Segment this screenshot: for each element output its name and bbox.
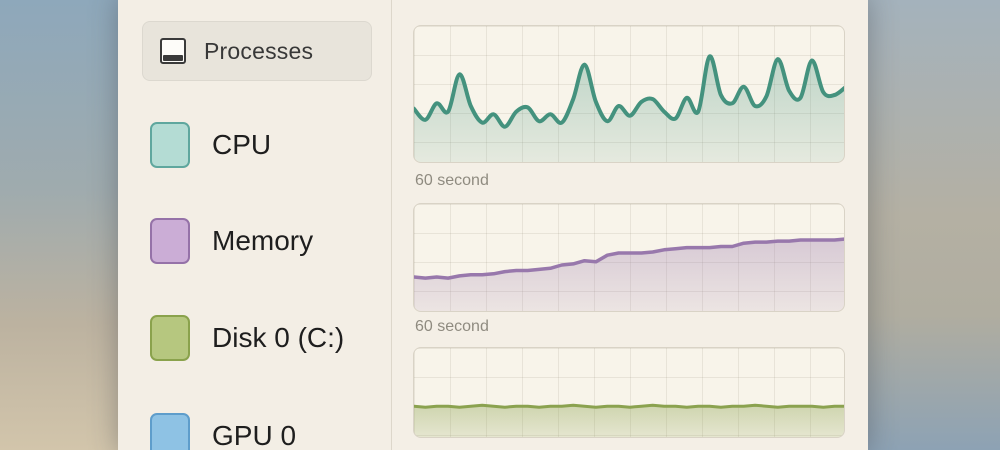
processes-window-icon (160, 38, 186, 64)
cpu-chart-plot (414, 54, 844, 162)
cpu-chart-axis-label: 60 second (415, 172, 489, 189)
memory-usage-chart (413, 203, 845, 312)
sidebar-item-memory[interactable]: Memory (150, 218, 313, 264)
disk0-chart-plot (414, 403, 844, 437)
memory-color-swatch-icon (150, 218, 190, 264)
cpu-utilization-chart (413, 25, 845, 163)
processes-label: Processes (204, 37, 314, 64)
cpu-label: CPU (212, 129, 272, 160)
sidebar-item-cpu[interactable]: CPU (150, 122, 271, 168)
disk0-color-swatch-icon (150, 315, 190, 361)
disk0-activity-chart (413, 347, 845, 438)
gpu0-label: GPU 0 (212, 420, 297, 450)
sidebar-item-gpu0[interactable]: GPU 0 (150, 413, 296, 450)
memory-label: Memory (212, 225, 314, 256)
desktop-background-right (860, 0, 1000, 450)
cpu-color-swatch-icon (150, 122, 190, 168)
task-manager-window: Processes CPU Memory Disk 0 (C:) GPU 0 (118, 0, 868, 450)
performance-sidebar: Processes CPU Memory Disk 0 (C:) GPU 0 (118, 0, 392, 450)
gpu0-color-swatch-icon (150, 413, 190, 450)
sidebar-item-processes[interactable]: Processes (142, 21, 372, 81)
memory-chart-plot (414, 237, 844, 311)
disk0-label: Disk 0 (C:) (212, 322, 345, 353)
sidebar-item-disk0[interactable]: Disk 0 (C:) (150, 315, 344, 361)
memory-chart-axis-label: 60 second (415, 318, 489, 335)
